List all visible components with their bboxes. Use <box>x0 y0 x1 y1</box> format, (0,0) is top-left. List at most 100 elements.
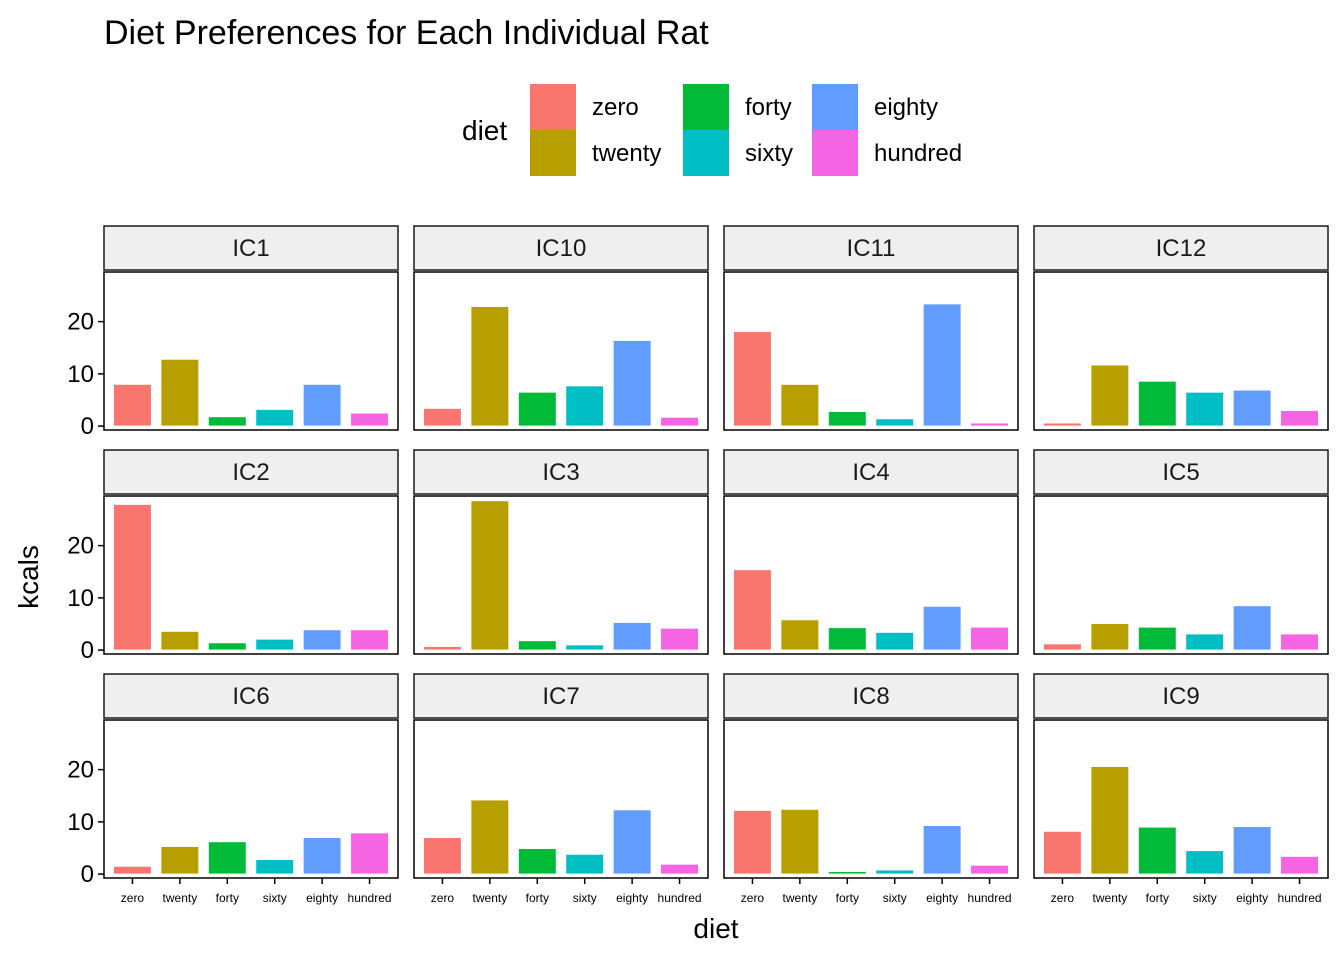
panel-border <box>1033 719 1329 879</box>
panel-border <box>103 495 399 655</box>
bar-ic12-zero <box>1042 422 1082 427</box>
bar-ic7-forty <box>517 847 557 875</box>
facet-ic10: IC10 <box>413 225 709 431</box>
bar-ic6-zero <box>112 865 152 875</box>
x-tick-label: twenty <box>163 891 198 905</box>
bar-ic8-hundred <box>970 864 1010 875</box>
x-tick-label: eighty <box>926 891 958 905</box>
bar-ic11-hundred <box>970 422 1010 427</box>
facet-strip <box>1033 673 1329 719</box>
panel-border <box>413 271 709 431</box>
bar-ic11-twenty <box>780 383 820 427</box>
facet-strip-label: IC6 <box>232 683 269 710</box>
bar-ic11-zero <box>732 331 772 427</box>
bar-ic10-twenty <box>470 305 510 427</box>
bar-ic9-zero <box>1042 830 1082 875</box>
legend-key-eighty <box>812 84 858 130</box>
x-tick-label: zero <box>431 891 455 905</box>
facet-ic12: IC12 <box>1033 225 1329 431</box>
bar-ic12-sixty <box>1185 391 1225 427</box>
bar-ic8-forty <box>827 870 867 875</box>
bar-ic8-zero <box>732 809 772 875</box>
facet-strip <box>103 673 399 719</box>
bar-ic2-twenty <box>160 630 200 651</box>
panel-border <box>1033 495 1329 655</box>
x-tick-label: twenty <box>473 891 508 905</box>
bar-ic10-sixty <box>565 385 605 427</box>
legend-label-sixty: sixty <box>745 140 793 167</box>
bar-ic12-twenty <box>1090 364 1130 427</box>
bar-ic8-sixty <box>875 869 915 875</box>
bar-ic1-hundred <box>350 412 390 427</box>
panel-border <box>723 719 1019 879</box>
bar-ic4-sixty <box>875 631 915 651</box>
x-tick-label: sixty <box>1193 891 1217 905</box>
bar-ic5-forty <box>1137 626 1177 651</box>
x-axis-ticks: zero twenty forty sixty eighty hundred zero twe… <box>121 878 1322 905</box>
x-tick-label: zero <box>1051 891 1075 905</box>
legend-label-eighty: eighty <box>874 94 938 121</box>
facet-ic11: IC11 <box>723 225 1019 431</box>
bar-ic7-hundred <box>660 863 700 875</box>
bar-ic9-hundred <box>1280 855 1320 875</box>
x-tick-label: twenty <box>1093 891 1128 905</box>
facet-grid: IC1 IC10 IC11 IC12 IC2 IC3 IC4 IC5 IC6 IC7 IC8 IC9 <box>103 225 1329 879</box>
x-tick-label: hundred <box>658 891 702 905</box>
facet-ic6: IC6 <box>103 673 399 879</box>
y-tick-label: 20 <box>67 757 94 784</box>
facet-ic1: IC1 <box>103 225 399 431</box>
facet-strip <box>723 673 1019 719</box>
bar-ic3-hundred <box>660 627 700 651</box>
bar-ic7-sixty <box>565 853 605 875</box>
bar-ic10-hundred <box>660 416 700 427</box>
facet-ic2: IC2 <box>103 449 399 655</box>
bar-ic3-forty <box>517 640 557 651</box>
bar-ic1-twenty <box>160 358 200 427</box>
bar-ic9-twenty <box>1090 765 1130 875</box>
panel-border <box>103 271 399 431</box>
x-tick-label: hundred <box>348 891 392 905</box>
x-tick-label: forty <box>526 891 549 905</box>
bar-ic12-forty <box>1137 380 1177 427</box>
bar-ic3-twenty <box>470 500 510 651</box>
legend-label-twenty: twenty <box>592 140 661 167</box>
bar-ic8-eighty <box>922 825 962 875</box>
bar-ic2-zero <box>112 503 152 651</box>
panel-border <box>413 495 709 655</box>
facet-strip-label: IC9 <box>1162 683 1199 710</box>
bar-ic2-forty <box>207 642 247 651</box>
bar-ic1-zero <box>112 383 152 427</box>
x-tick-label: forty <box>216 891 239 905</box>
y-tick-label: 10 <box>67 585 94 612</box>
x-tick-label: zero <box>121 891 145 905</box>
bar-ic3-sixty <box>565 644 605 651</box>
facet-strip-label: IC4 <box>852 459 889 486</box>
bar-ic1-forty <box>207 416 247 427</box>
legend-key-hundred <box>812 130 858 176</box>
bar-ic4-forty <box>827 627 867 651</box>
bar-ic9-eighty <box>1232 826 1272 875</box>
facet-strip-label: IC3 <box>542 459 579 486</box>
facet-ic9: IC9 <box>1033 673 1329 879</box>
facet-ic4: IC4 <box>723 449 1019 655</box>
bar-ic11-eighty <box>922 303 962 427</box>
legend-key-forty <box>683 84 729 130</box>
bar-ic10-eighty <box>612 339 652 427</box>
bar-ic10-zero <box>422 407 462 427</box>
bar-ic4-twenty <box>780 619 820 651</box>
bar-ic1-sixty <box>255 408 295 427</box>
y-axis-title: kcals <box>13 545 44 609</box>
bar-ic6-twenty <box>160 845 200 875</box>
bar-ic6-sixty <box>255 858 295 875</box>
facet-ic8: IC8 <box>723 673 1019 879</box>
facet-strip <box>103 449 399 495</box>
y-tick-label: 20 <box>67 533 94 560</box>
legend-title: diet <box>462 115 507 146</box>
y-tick-label: 10 <box>67 809 94 836</box>
facet-strip <box>103 225 399 271</box>
bar-ic7-zero <box>422 837 462 875</box>
panel-border <box>413 719 709 879</box>
bar-ic11-sixty <box>875 418 915 427</box>
facet-strip-label: IC8 <box>852 683 889 710</box>
